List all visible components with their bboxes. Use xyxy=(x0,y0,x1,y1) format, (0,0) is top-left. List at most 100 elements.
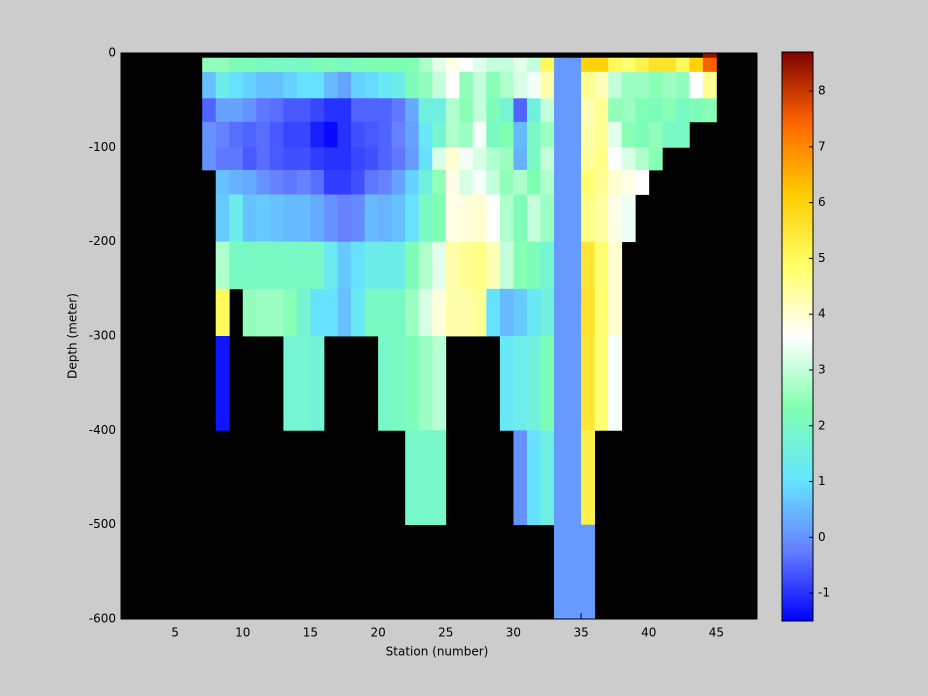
heat-cell xyxy=(432,147,447,171)
heat-cell xyxy=(323,57,338,73)
heat-cell xyxy=(540,430,555,526)
heat-cell xyxy=(391,57,406,73)
heat-cell xyxy=(499,288,514,337)
heat-cell xyxy=(581,121,596,148)
heat-cell xyxy=(554,430,568,526)
heat-cell xyxy=(513,147,528,171)
heat-cell xyxy=(351,288,365,337)
heat-cell xyxy=(567,169,582,195)
heat-cell xyxy=(202,121,217,148)
heat-cell xyxy=(554,147,568,171)
heat-cell xyxy=(391,121,406,148)
heat-cell xyxy=(283,241,298,290)
heat-cell xyxy=(364,194,379,243)
heat-cell xyxy=(364,71,379,99)
heat-cell xyxy=(513,169,528,195)
heat-cell xyxy=(432,288,447,337)
y-tick-label: -100 xyxy=(89,140,116,154)
heat-cell xyxy=(310,241,325,290)
heat-cell xyxy=(499,147,514,171)
colorbar-tick-label: 4 xyxy=(818,307,826,321)
colorbar-tick-label: 0 xyxy=(818,530,826,544)
heat-cell xyxy=(242,194,257,243)
heat-cell xyxy=(608,98,623,123)
heat-cell xyxy=(513,71,528,99)
heat-cell xyxy=(554,57,568,73)
heat-cell xyxy=(269,121,284,148)
heat-cell xyxy=(310,169,325,195)
x-tick-label: 40 xyxy=(641,626,656,640)
heat-cell xyxy=(269,98,284,123)
heat-cell xyxy=(229,147,244,171)
heat-cell xyxy=(567,57,582,73)
heat-cell xyxy=(608,121,623,148)
heat-cell xyxy=(296,147,311,171)
heat-cell xyxy=(283,336,298,431)
heat-cell xyxy=(486,57,501,73)
heat-cell xyxy=(689,71,704,99)
heat-cell xyxy=(445,147,460,171)
heat-cell xyxy=(405,71,420,99)
heat-cell xyxy=(635,57,650,73)
heat-cell xyxy=(689,57,704,73)
heat-cell xyxy=(378,71,393,99)
heat-cell xyxy=(323,169,338,195)
heat-cell xyxy=(608,57,623,73)
heat-cell xyxy=(283,288,298,337)
heat-cell xyxy=(296,169,311,195)
heat-cell xyxy=(581,288,596,337)
heat-cell xyxy=(621,147,636,171)
heat-cell xyxy=(323,98,338,123)
heat-cell xyxy=(364,57,379,73)
heat-cell xyxy=(472,194,487,243)
heat-cell xyxy=(283,57,298,73)
heat-cell xyxy=(432,336,447,431)
heat-cell xyxy=(526,57,541,73)
heat-cell xyxy=(364,121,379,148)
heat-cell xyxy=(621,194,636,243)
heat-cell xyxy=(256,194,271,243)
heat-cell xyxy=(554,194,568,243)
heat-cell xyxy=(608,241,623,290)
colorbar xyxy=(781,51,814,622)
heat-cell xyxy=(594,194,609,243)
heat-cell xyxy=(594,288,609,337)
heat-cell xyxy=(310,336,325,431)
heat-cell xyxy=(499,336,514,431)
heat-cell xyxy=(540,57,555,73)
heat-cell xyxy=(256,121,271,148)
heat-cell xyxy=(540,241,555,290)
heat-cell xyxy=(296,57,311,73)
heat-cell xyxy=(337,147,352,171)
heat-cell xyxy=(391,336,406,431)
heat-cell xyxy=(459,121,474,148)
heat-cell xyxy=(526,121,541,148)
heat-cell xyxy=(296,241,311,290)
heat-cell xyxy=(445,57,460,73)
heat-cell xyxy=(310,194,325,243)
heat-cell xyxy=(675,121,690,148)
heat-cell xyxy=(486,241,501,290)
colorbar-tick-label: 7 xyxy=(818,139,826,153)
heat-cell xyxy=(296,336,311,431)
heat-cell xyxy=(662,98,677,123)
heat-cell xyxy=(432,57,447,73)
colorbar-tick-label: 1 xyxy=(818,474,826,488)
heat-cell xyxy=(459,57,474,73)
heat-cell xyxy=(445,241,460,290)
x-tick-label: 45 xyxy=(709,626,724,640)
heat-cell xyxy=(472,169,487,195)
heat-cell xyxy=(689,98,704,123)
heat-cell xyxy=(608,336,623,431)
heat-cell xyxy=(215,241,230,290)
heat-cell xyxy=(513,336,528,431)
heat-cell xyxy=(662,57,677,73)
heat-cell xyxy=(215,57,230,73)
heat-cell xyxy=(594,71,609,99)
heat-cell xyxy=(621,169,636,195)
heat-cell xyxy=(364,147,379,171)
heat-cell xyxy=(323,71,338,99)
heat-cell xyxy=(621,57,636,73)
heat-cell xyxy=(215,98,230,123)
heat-cell xyxy=(540,288,555,337)
